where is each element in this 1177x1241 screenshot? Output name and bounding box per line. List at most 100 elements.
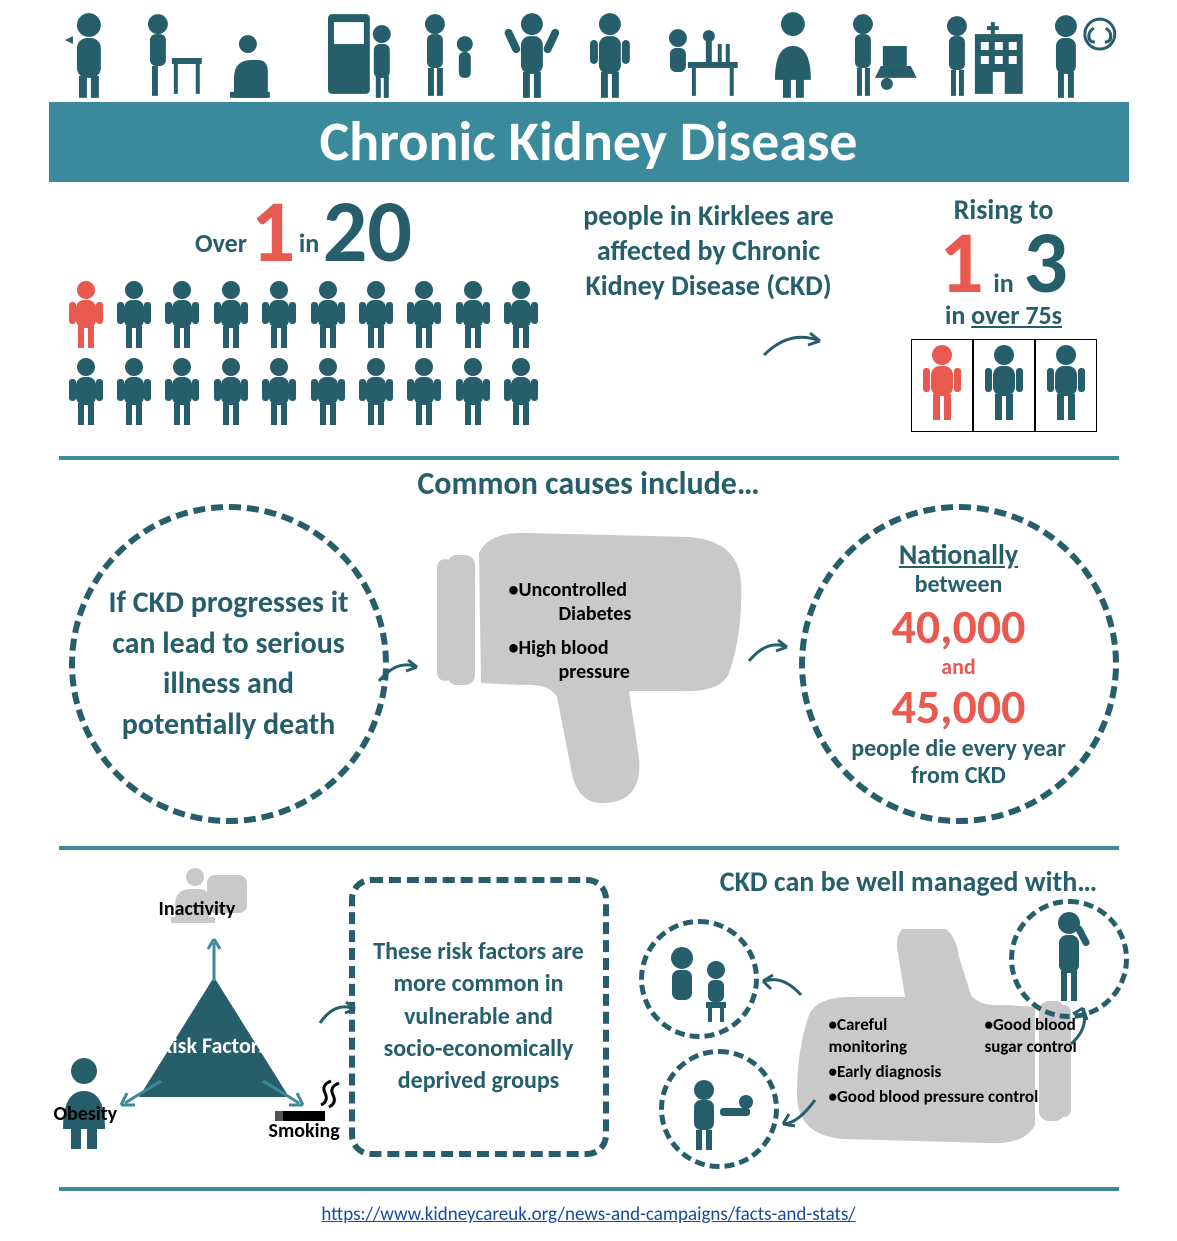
stat-in-label: in: [299, 227, 319, 259]
progression-warning-circle: If CKD progresses it can lead to serious…: [69, 504, 389, 824]
mortality-stat-circle: Nationally between 40,000 and 45,000 peo…: [799, 504, 1119, 824]
causes-section: Common causes include… If CKD progresses…: [49, 464, 1129, 842]
one-in-twenty-stat: Over 1 in 20: [59, 192, 549, 436]
cause-item: •High bloodpressure: [509, 636, 632, 684]
person-icon: [256, 357, 302, 432]
prevalence-statement: people in Kirklees are affected by Chron…: [559, 192, 859, 436]
silhouette-icon: [941, 10, 1026, 100]
person-icon: [111, 280, 157, 355]
arrow-icon: [375, 653, 425, 693]
person-icon: [973, 339, 1035, 432]
silhouette-icon: [322, 10, 397, 100]
silhouette-icon: [761, 10, 826, 100]
arrow-icon: [317, 997, 361, 1033]
silhouette-icon: [59, 10, 119, 100]
silhouette-icon: [580, 10, 640, 100]
person-icon: [401, 357, 447, 432]
standing-person-icon: [1029, 909, 1109, 1009]
management-mini-circle: [659, 1049, 779, 1169]
risk-factor-label: Smoking: [269, 1119, 340, 1143]
person-icon: [111, 357, 157, 432]
one-in-three-stat: Rising to 1 in 3 in over 75s: [869, 192, 1139, 436]
arrow-icon: [257, 1077, 307, 1111]
person-icon: [498, 280, 544, 355]
person-icon: [353, 280, 399, 355]
rising-in-label: in: [987, 267, 1019, 299]
person-icon: [159, 280, 205, 355]
mortality-between: between: [915, 571, 1003, 599]
progression-warning-text: If CKD progresses it can lead to serious…: [105, 583, 353, 745]
silhouette-icon: [415, 10, 485, 100]
silhouette-icon: [658, 10, 743, 100]
risk-factor-label: Obesity: [54, 1102, 118, 1126]
risk-groups-text: These risk factors are more common in vu…: [373, 936, 585, 1098]
divider: [59, 1187, 1119, 1191]
rising-label: Rising to: [869, 192, 1139, 227]
management-title: CKD can be well managed with…: [629, 864, 1129, 899]
person-icon: [305, 280, 351, 355]
mortality-nationally: Nationally: [899, 539, 1018, 571]
person-icon: [401, 280, 447, 355]
person-icon: [450, 357, 496, 432]
doctor-patient-icon: [654, 934, 744, 1024]
arrow-icon: [117, 1077, 167, 1111]
rising-age-group: over 75s: [971, 299, 1062, 331]
causes-title: Common causes include…: [49, 464, 1129, 503]
causes-list: •UncontrolledDiabetes •High bloodpressur…: [509, 578, 632, 694]
silhouette-icon: [502, 10, 562, 100]
person-icon: [208, 357, 254, 432]
arrow-icon: [745, 633, 795, 673]
management-mini-circle: [639, 919, 759, 1039]
person-icon: [208, 280, 254, 355]
person-icon: [305, 357, 351, 432]
stat-num-20: 20: [323, 177, 412, 285]
stat-num-1: 1: [251, 177, 296, 285]
risk-groups-box: These risk factors are more common in vu…: [349, 877, 609, 1157]
management-tip: •Good blood pressure control: [829, 1086, 1095, 1107]
mortality-tail: people die every year from CKD: [825, 735, 1093, 790]
arrow-icon: [760, 325, 830, 365]
header-silhouettes: [49, 0, 1129, 100]
management-tip: •Early diagnosis: [829, 1061, 969, 1082]
stat-over-label: Over: [195, 227, 247, 259]
person-icon: [498, 357, 544, 432]
person-icon: [1035, 339, 1097, 432]
divider: [59, 846, 1119, 850]
silhouette-icon: [136, 10, 206, 100]
person-icon: [450, 280, 496, 355]
risk-factor-label: Inactivity: [159, 897, 236, 921]
mortality-and: and: [941, 654, 975, 679]
management-mini-circle: [1009, 899, 1129, 1019]
divider: [59, 456, 1119, 460]
people-grid-3: [869, 339, 1139, 432]
source-link: https://www.kidneycareuk.org/news-and-ca…: [49, 1195, 1129, 1240]
person-icon: [63, 280, 109, 355]
rising-age-prefix: in: [945, 299, 971, 331]
risk-and-management-section: Inactivity Obesity Smoking: [49, 854, 1129, 1183]
person-icon: [159, 357, 205, 432]
arrow-icon: [757, 969, 805, 1003]
management-tip: •Careful monitoring: [829, 1014, 969, 1057]
page-title: Chronic Kidney Disease: [49, 102, 1129, 182]
person-icon: [63, 357, 109, 432]
person-icon: [256, 280, 302, 355]
prevalence-section: Over 1 in 20 people in Kirklees are affe…: [49, 182, 1129, 452]
triangle-center-label: Risk Factors: [139, 1032, 289, 1059]
silhouette-icon: [224, 10, 304, 100]
cause-item: •UncontrolledDiabetes: [509, 578, 632, 626]
mortality-num-high: 45,000: [891, 679, 1025, 734]
people-grid-20: [59, 276, 549, 436]
silhouette-icon: [1044, 10, 1119, 100]
management-panel: CKD can be well managed with…: [629, 864, 1129, 1169]
risk-factors-triangle: Inactivity Obesity Smoking: [59, 867, 339, 1167]
arrow-icon: [1061, 1004, 1095, 1048]
person-icon: [911, 339, 973, 432]
source-url[interactable]: https://www.kidneycareuk.org/news-and-ca…: [321, 1203, 855, 1226]
checkup-icon: [674, 1064, 764, 1154]
causes-thumbsdown: •UncontrolledDiabetes •High bloodpressur…: [409, 523, 779, 818]
arrow-icon: [204, 937, 224, 985]
arrow-icon: [779, 1094, 819, 1132]
person-icon: [353, 357, 399, 432]
silhouette-icon: [843, 10, 923, 100]
mortality-num-low: 40,000: [891, 599, 1025, 654]
